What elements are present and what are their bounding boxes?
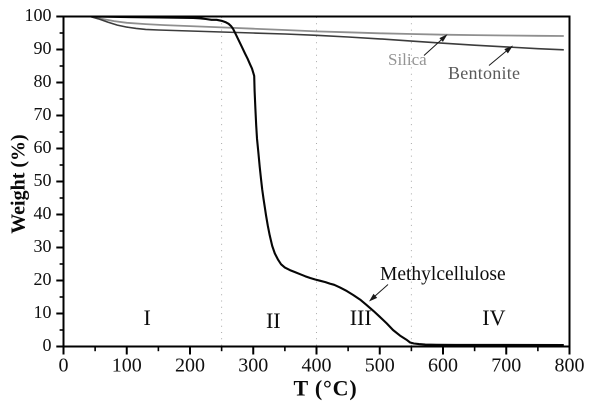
svg-text:50: 50 xyxy=(34,170,52,190)
svg-text:600: 600 xyxy=(428,355,458,377)
svg-text:10: 10 xyxy=(34,302,52,322)
svg-text:Bentonite: Bentonite xyxy=(448,63,520,83)
svg-text:0: 0 xyxy=(59,355,69,377)
svg-text:100: 100 xyxy=(25,5,52,25)
svg-text:700: 700 xyxy=(491,355,521,377)
svg-text:II: II xyxy=(266,308,281,333)
svg-text:100: 100 xyxy=(112,355,142,377)
svg-text:III: III xyxy=(350,305,372,330)
svg-text:80: 80 xyxy=(34,71,52,91)
svg-text:Weight (%): Weight (%) xyxy=(8,134,30,233)
svg-text:0: 0 xyxy=(43,335,52,355)
svg-text:60: 60 xyxy=(34,137,52,157)
svg-text:Methylcellulose: Methylcellulose xyxy=(380,264,506,285)
svg-text:200: 200 xyxy=(175,355,205,377)
svg-text:90: 90 xyxy=(34,38,52,58)
svg-text:400: 400 xyxy=(302,355,332,377)
svg-text:I: I xyxy=(144,305,151,330)
svg-text:40: 40 xyxy=(34,203,52,223)
svg-text:T (°C): T (°C) xyxy=(294,376,358,401)
svg-text:30: 30 xyxy=(34,236,52,256)
svg-text:Silica: Silica xyxy=(388,50,427,69)
svg-text:500: 500 xyxy=(365,355,395,377)
svg-text:300: 300 xyxy=(238,355,268,377)
svg-text:20: 20 xyxy=(34,269,52,289)
svg-text:70: 70 xyxy=(34,104,52,124)
svg-text:800: 800 xyxy=(555,355,585,377)
svg-text:IV: IV xyxy=(482,305,505,330)
